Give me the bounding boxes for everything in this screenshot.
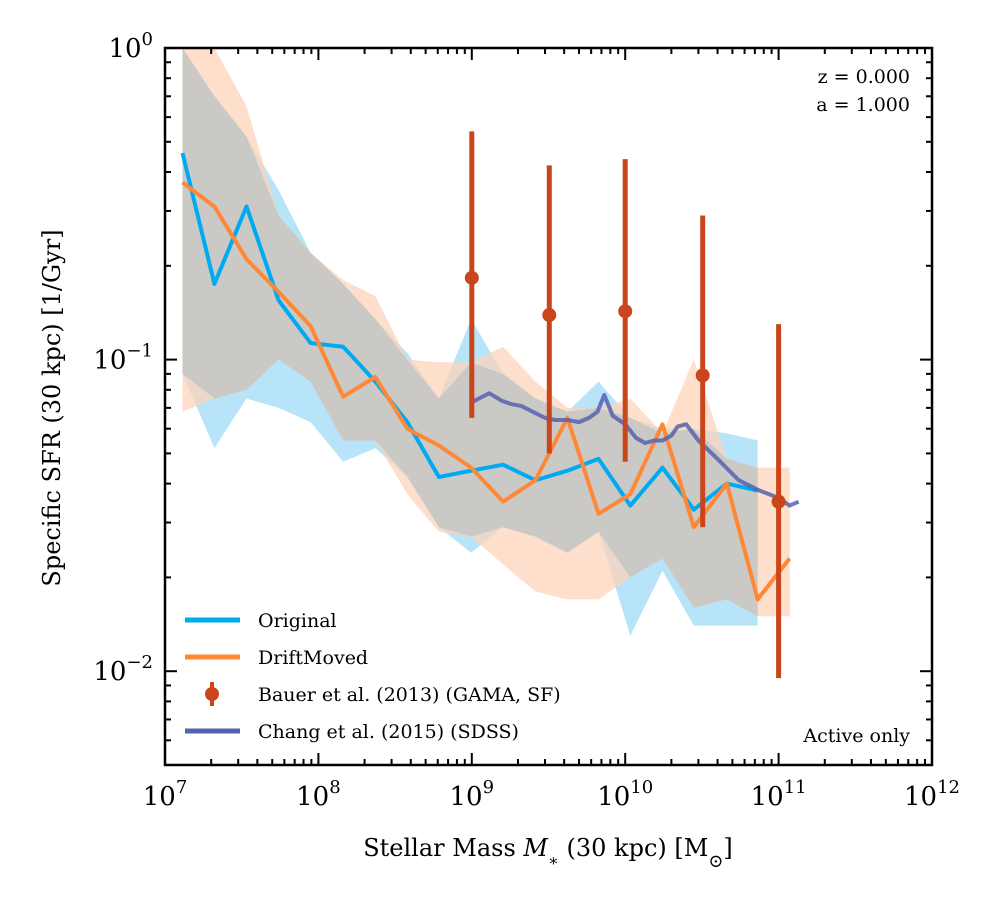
x-tick-label: 1012 xyxy=(904,777,960,812)
legend-label: Bauer et al. (2013) (GAMA, SF) xyxy=(258,684,561,706)
legend-label: DriftMoved xyxy=(258,647,368,669)
legend-item: Bauer et al. (2013) (GAMA, SF) xyxy=(205,682,561,706)
line-original xyxy=(180,152,759,512)
errorbar-point-1 xyxy=(542,308,557,323)
legend-item: Chang et al. (2015) (SDSS) xyxy=(185,721,519,743)
shaded-bands xyxy=(182,48,790,636)
legend: Original DriftMoved Bauer et al. (2013) (G… xyxy=(185,610,561,743)
legend-item: Original xyxy=(185,610,337,632)
errorbar-point-3 xyxy=(695,368,710,383)
y-tick-label: 10−1 xyxy=(93,341,153,376)
y-axis-label: Specific SFR (30 kpc) [1/Gyr] xyxy=(38,229,66,586)
x-tick-label: 1010 xyxy=(597,777,653,812)
errorbar-point-0 xyxy=(464,270,479,285)
y-tick-label: 100 xyxy=(108,29,153,64)
errorbar-series xyxy=(464,131,786,679)
x-axis-sun-symbol: ⊙ xyxy=(708,851,723,872)
y-tick-label: 10−2 xyxy=(93,652,153,687)
plot-frame xyxy=(163,46,934,767)
redshift-annotation: z = 0.000 xyxy=(818,66,910,88)
errorbar-point-4 xyxy=(771,494,786,509)
x-tick-label: 108 xyxy=(296,777,341,812)
tick-labels: 107 108 109 1010 1011 1012 10−2 10−1 100 xyxy=(93,29,960,812)
x-tick-label: 1011 xyxy=(751,777,807,812)
x-axis-label-part1: Stellar Mass xyxy=(363,834,523,862)
x-axis-label: Stellar Mass M∗ (30 kpc) [M⊙] xyxy=(363,834,733,872)
errorbar-point-2 xyxy=(618,304,633,319)
legend-label: Chang et al. (2015) (SDSS) xyxy=(258,721,519,743)
line-driftmoved xyxy=(181,180,792,602)
x-axis-label-part3: ] xyxy=(723,834,732,862)
scale-factor-annotation: a = 1.000 xyxy=(816,94,910,116)
x-axis-label-part2: (30 kpc) [M xyxy=(559,834,708,862)
legend-item: DriftMoved xyxy=(185,647,368,669)
axis-ticks xyxy=(164,47,933,766)
active-only-annotation: Active only xyxy=(802,725,910,747)
x-axis-symbol-sub: ∗ xyxy=(548,851,559,870)
x-tick-label: 109 xyxy=(450,777,495,812)
x-axis-symbol: M xyxy=(522,834,549,862)
band-overlap xyxy=(182,48,758,617)
legend-label: Original xyxy=(258,610,337,632)
x-tick-label: 107 xyxy=(143,777,188,812)
legend-marker-icon xyxy=(205,687,219,701)
